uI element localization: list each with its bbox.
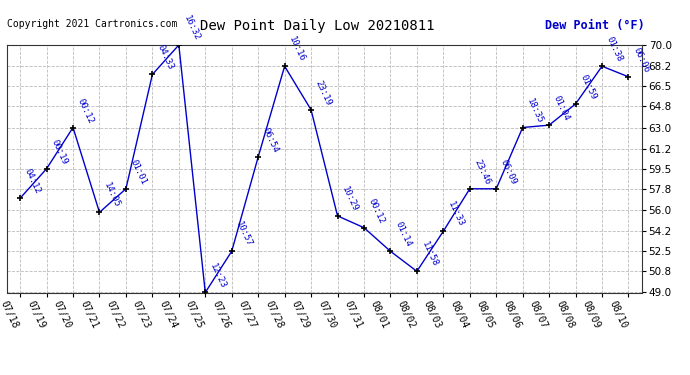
Text: 23:46: 23:46: [473, 158, 492, 186]
Text: 01:14: 01:14: [393, 220, 413, 249]
Text: 11:33: 11:33: [446, 200, 466, 228]
Text: 01:59: 01:59: [578, 73, 598, 101]
Text: 00:12: 00:12: [367, 197, 386, 225]
Text: 18:35: 18:35: [526, 96, 545, 125]
Text: 00:12: 00:12: [76, 96, 95, 125]
Text: 14:05: 14:05: [102, 182, 121, 210]
Text: Copyright 2021 Cartronics.com: Copyright 2021 Cartronics.com: [7, 19, 177, 29]
Text: 06:09: 06:09: [499, 158, 518, 186]
Text: 00:19: 00:19: [50, 138, 69, 166]
Text: 04:12: 04:12: [23, 167, 42, 195]
Text: 11:58: 11:58: [420, 240, 439, 268]
Text: 10:57: 10:57: [235, 220, 254, 249]
Text: 16:32: 16:32: [181, 14, 201, 42]
Text: 10:16: 10:16: [288, 35, 307, 63]
Text: Dew Point (°F): Dew Point (°F): [545, 19, 645, 32]
Text: 06:06: 06:06: [631, 46, 651, 74]
Text: 23:19: 23:19: [314, 79, 333, 107]
Text: 12:23: 12:23: [208, 261, 228, 290]
Text: Dew Point Daily Low 20210811: Dew Point Daily Low 20210811: [200, 19, 435, 33]
Text: 01:38: 01:38: [605, 35, 624, 63]
Text: 01:01: 01:01: [129, 158, 148, 186]
Text: 01:04: 01:04: [552, 94, 571, 122]
Text: 06:54: 06:54: [261, 126, 280, 154]
Text: 04:33: 04:33: [155, 44, 175, 72]
Text: 10:29: 10:29: [340, 185, 359, 213]
